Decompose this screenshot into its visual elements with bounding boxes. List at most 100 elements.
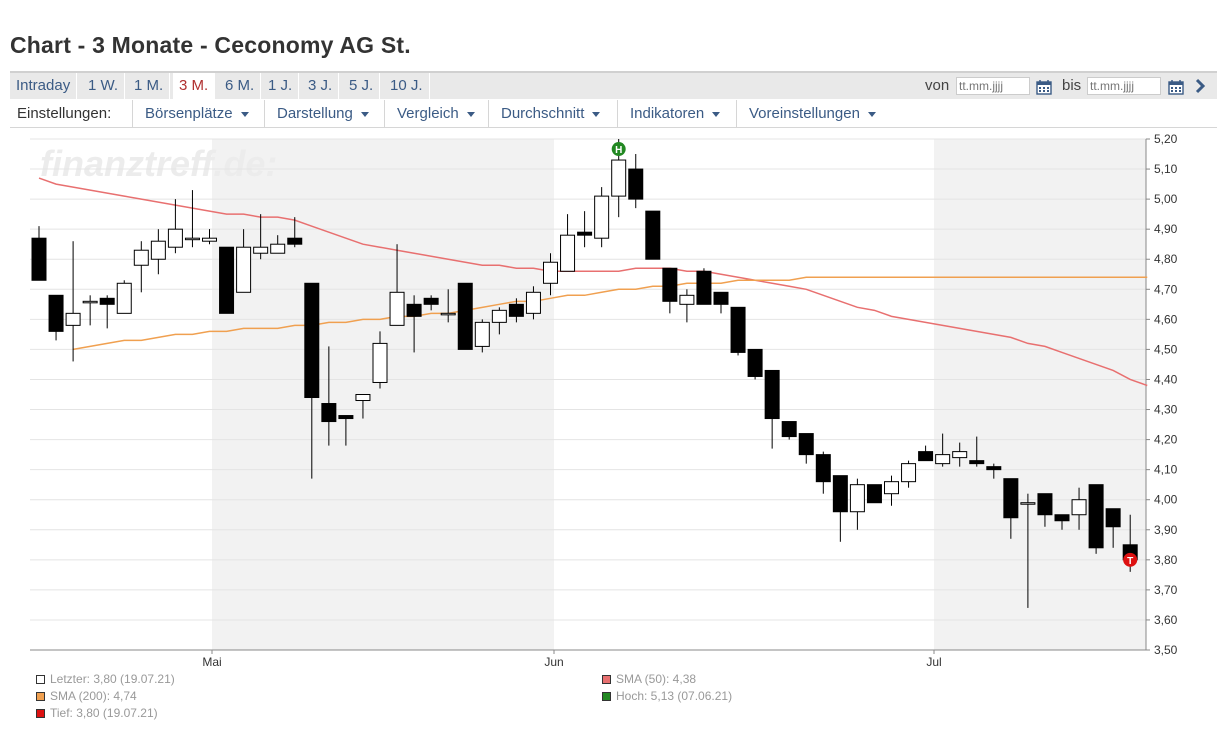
candle-body [1054, 514, 1070, 522]
y-tick-label: 5,00 [1154, 192, 1178, 206]
caret-down-icon [360, 111, 369, 117]
range-tab[interactable]: 1 J. [262, 73, 300, 99]
y-tick-label: 4,00 [1154, 493, 1178, 507]
settings-dropdown[interactable]: Durchschnitt [488, 100, 612, 127]
candle-body [798, 433, 814, 456]
candle-body [781, 421, 797, 438]
legend-swatch [36, 692, 45, 701]
candle-body [730, 306, 746, 353]
range-tab[interactable]: 3 J. [302, 73, 340, 99]
range-tab[interactable]: 1 M. [128, 73, 171, 99]
candle-body [474, 321, 490, 347]
candle-body [764, 369, 780, 420]
y-tick-label: 4,90 [1154, 222, 1178, 236]
candle-body [65, 312, 81, 326]
settings-dropdown[interactable]: Börsenplätze [132, 100, 261, 127]
candle-body [304, 282, 320, 399]
range-tab[interactable]: 10 J. [384, 73, 430, 99]
month-shade-band [212, 139, 554, 650]
legend-item: Hoch: 5,13 (07.06.21) [602, 689, 732, 703]
candle-body [832, 475, 848, 513]
caret-down-icon [466, 111, 475, 117]
legend-text: Tief: 3,80 (19.07.21) [50, 706, 158, 720]
range-tab[interactable]: 3 M. [173, 73, 216, 99]
settings-dropdown-label: Durchschnitt [501, 105, 585, 122]
candle-body [1071, 499, 1087, 516]
candle-body [952, 451, 968, 459]
candle-body [236, 246, 252, 293]
settings-dropdown-label: Vergleich [397, 105, 459, 122]
candle-body [884, 481, 899, 495]
caret-down-icon [592, 111, 601, 117]
y-tick-label: 5,20 [1154, 132, 1178, 146]
candle-body [99, 297, 115, 305]
candle-body [338, 415, 354, 420]
calendar-icon[interactable] [1168, 79, 1184, 95]
low-marker [1123, 552, 1138, 567]
candle-body [423, 297, 439, 305]
y-tick-label: 4,20 [1154, 433, 1178, 447]
range-tab[interactable]: 1 W. [82, 73, 126, 99]
date-from-input[interactable] [956, 77, 1030, 95]
caret-down-icon [712, 111, 721, 117]
candle-body [1003, 478, 1019, 519]
legend-text: SMA (200): 4,74 [50, 689, 137, 703]
range-tab[interactable]: Intraday [10, 73, 78, 99]
x-tick-label: Mai [202, 655, 221, 669]
candle-body [372, 342, 388, 383]
watermark-text: finanztreff.de: [40, 143, 277, 184]
settings-dropdown-label: Voreinstellungen [749, 105, 860, 122]
settings-dropdown[interactable]: Indikatoren [617, 100, 732, 127]
legend-text: Hoch: 5,13 (07.06.21) [616, 689, 733, 703]
y-tick-label: 4,70 [1154, 282, 1178, 296]
date-to-input[interactable] [1087, 77, 1161, 95]
candle-body [611, 159, 627, 197]
candle-body [184, 237, 200, 241]
candle-body [849, 484, 865, 513]
range-tab[interactable]: 6 M. [219, 73, 262, 99]
y-tick-label: 3,50 [1154, 643, 1178, 657]
candle-body [150, 240, 166, 260]
y-tick-label: 3,70 [1154, 583, 1178, 597]
candle-body [815, 454, 831, 483]
candlestick-chart: finanztreff.de: 3,50 3,60 3,70 3,80 3,90 4,00 4… [30, 132, 1178, 669]
y-tick-label: 4,10 [1154, 463, 1178, 477]
legend-swatch [36, 675, 45, 684]
calendar-icon[interactable] [1036, 79, 1052, 95]
sma200-line [72, 276, 1148, 351]
y-tick-label: 4,40 [1154, 372, 1178, 386]
y-tick-label: 3,60 [1154, 613, 1178, 627]
y-tick-label: 4,30 [1154, 403, 1178, 417]
month-shade-band [934, 139, 1146, 650]
candle-body [491, 309, 507, 323]
candle-body [662, 267, 678, 302]
candle-body [82, 300, 98, 304]
candle-body [696, 270, 712, 305]
legend-item: SMA (50): 4,38 [602, 672, 696, 686]
settings-dropdown[interactable]: Vergleich [384, 100, 487, 127]
legend-item: Letzter: 3,80 (19.07.21) [36, 672, 175, 686]
y-tick-label: 3,80 [1154, 553, 1178, 567]
legend-swatch [36, 709, 45, 718]
candle-body [167, 228, 183, 248]
candle-body [594, 195, 610, 239]
candle-body [219, 246, 235, 314]
legend-item: SMA (200): 4,74 [36, 689, 137, 703]
candle-body [508, 303, 524, 317]
candle-body [253, 246, 269, 254]
candle-body [918, 451, 934, 462]
candle-body [116, 282, 132, 314]
settings-dropdown[interactable]: Voreinstellungen [736, 100, 888, 127]
chevron-right-icon[interactable] [1193, 78, 1207, 94]
date-from-label: von [925, 77, 950, 94]
candle-body [389, 291, 405, 326]
candle-body [525, 291, 541, 314]
settings-label: Einstellungen: [17, 105, 112, 122]
candle-body [560, 234, 576, 272]
settings-dropdown[interactable]: Darstellung [264, 100, 381, 127]
candle-body [133, 249, 149, 266]
legend-swatch [602, 675, 611, 684]
candle-body [866, 484, 882, 504]
range-tab[interactable]: 5 J. [343, 73, 381, 99]
candle-body [747, 348, 763, 377]
